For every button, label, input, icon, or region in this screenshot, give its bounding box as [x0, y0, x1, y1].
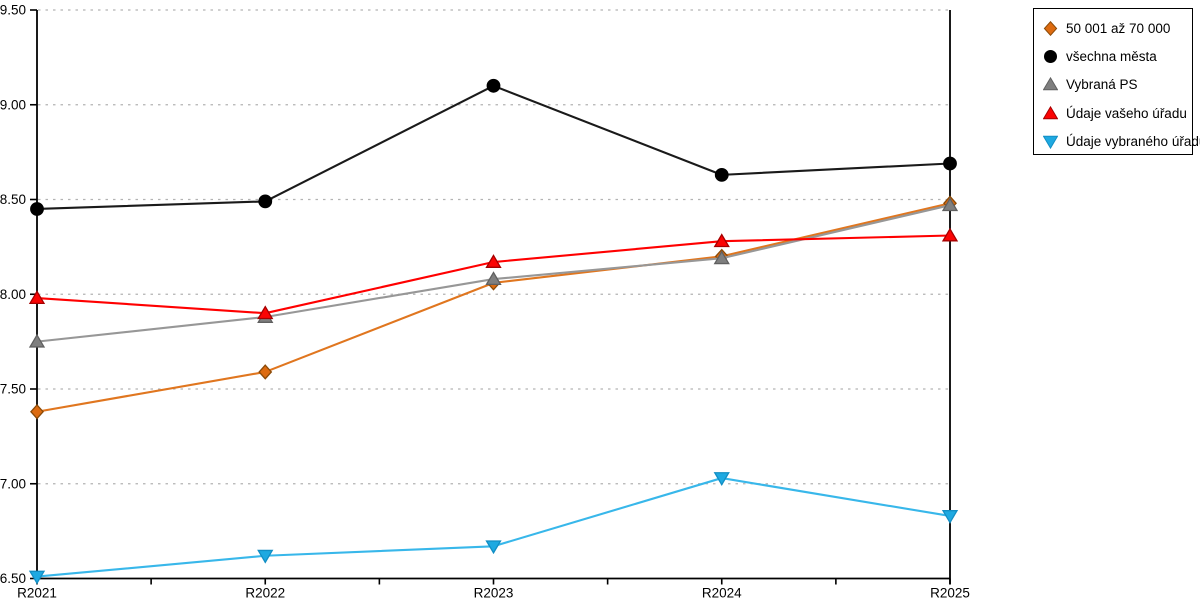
legend-label: Údaje vašeho úřadu: [1066, 105, 1187, 121]
y-tick-label: 9.50: [0, 3, 26, 18]
data-point: [486, 78, 501, 93]
data-point: [28, 333, 46, 348]
triangle-down-icon: [1043, 134, 1058, 150]
y-tick-label: 8.50: [0, 192, 26, 207]
x-tick-label: R2023: [474, 586, 514, 600]
y-tick-label: 7.50: [0, 382, 26, 397]
data-point: [30, 202, 44, 216]
legend-label: Údaje vybraného úřadu: [1066, 134, 1200, 150]
legend-label: Vybraná PS: [1066, 77, 1138, 93]
diamond-icon: [1043, 20, 1058, 36]
x-tick-label: R2025: [930, 586, 970, 600]
data-point: [941, 197, 959, 212]
data-point: [941, 227, 959, 242]
chart-legend: 50 001 až 70 000 všechna města Vybraná P…: [1033, 8, 1200, 156]
data-point: [258, 364, 273, 380]
legend-label: 50 001 až 70 000: [1066, 20, 1171, 36]
y-tick-label: 6.50: [0, 571, 26, 586]
data-point: [941, 510, 959, 524]
data-point: [485, 271, 502, 286]
x-tick-label: R2021: [17, 586, 57, 600]
circle-icon: [1043, 49, 1058, 64]
legend-label: všechna města: [1066, 49, 1157, 65]
data-point: [257, 305, 274, 320]
y-tick-label: 8.00: [0, 287, 26, 302]
data-point: [258, 194, 273, 209]
data-point: [485, 254, 502, 268]
triangle-up-icon: [1043, 105, 1058, 121]
data-point: [713, 472, 730, 486]
legend-item: Údaje vašeho úřadu: [1043, 99, 1192, 127]
data-point: [713, 250, 730, 265]
data-point: [485, 540, 502, 555]
legend-item: všechna města: [1043, 42, 1192, 70]
x-tick-label: R2022: [245, 586, 285, 600]
data-point: [713, 233, 730, 248]
legend-item: Vybraná PS: [1043, 71, 1192, 99]
data-point: [943, 156, 957, 171]
legend-item: Údaje vybraného úřadu: [1043, 128, 1200, 156]
legend-item: 50 001 až 70 000: [1043, 14, 1192, 42]
triangle-up-icon: [1043, 77, 1058, 92]
data-point: [28, 290, 46, 304]
data-point: [257, 549, 274, 564]
data-point: [28, 570, 46, 585]
y-tick-label: 9.00: [0, 97, 26, 112]
x-tick-label: R2024: [702, 586, 742, 600]
series-line-4: [35, 477, 952, 578]
data-point: [30, 403, 44, 420]
data-point: [714, 167, 729, 182]
y-tick-label: 7.00: [0, 476, 26, 491]
